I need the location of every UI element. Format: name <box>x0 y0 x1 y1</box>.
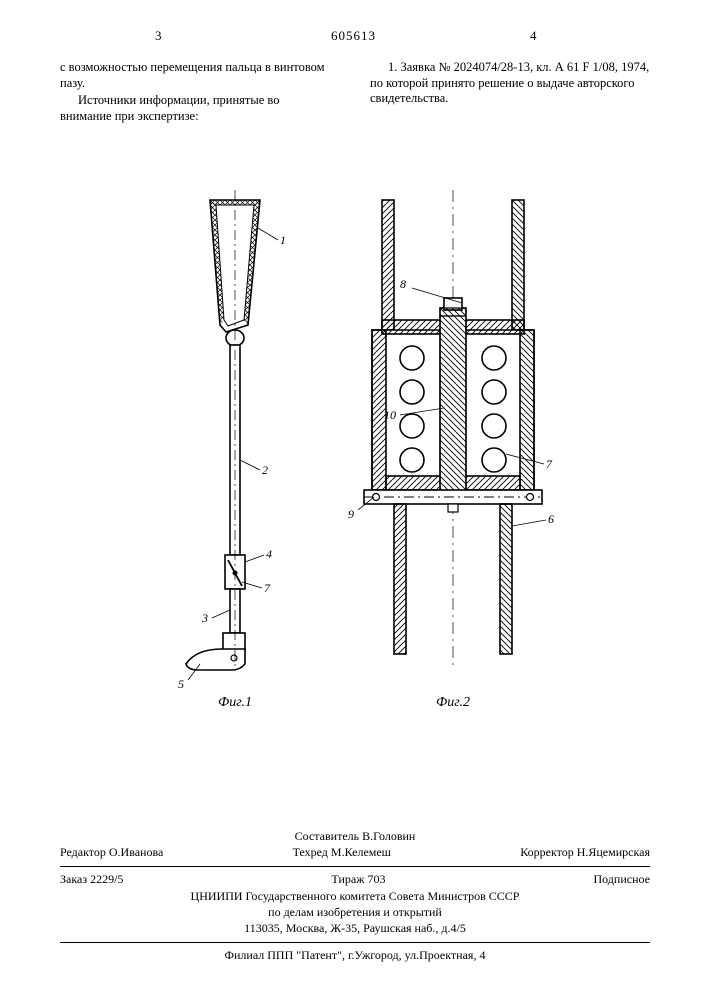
compiler-line: Составитель В.Головин <box>60 828 650 844</box>
filial: Филиал ППП "Патент", г.Ужгород, ул.Проек… <box>60 947 650 963</box>
col-num-right: 4 <box>530 28 537 44</box>
org2: по делам изобретения и открытий <box>60 904 650 920</box>
tech: Техред М.Келемеш <box>293 844 391 860</box>
para: 1. Заявка № 2024074/28-13, кл. А 61 F 1/… <box>370 60 660 107</box>
imprint-block: Составитель В.Головин Редактор О.Иванова… <box>60 828 650 963</box>
left-column: с возможностью перемещения пальца в винт… <box>60 60 330 125</box>
svg-text:Фиг.2: Фиг.2 <box>436 695 470 710</box>
svg-text:9: 9 <box>348 507 354 521</box>
tirazh: Тираж 703 <box>331 871 385 887</box>
compiler-name: В.Головин <box>362 829 415 843</box>
svg-text:6: 6 <box>548 512 554 526</box>
corrector: Корректор Н.Яцемирская <box>520 844 650 860</box>
svg-text:2: 2 <box>262 463 268 477</box>
figures-block: 1 2 4 7 3 5 Фиг.1 <box>140 190 580 750</box>
svg-text:3: 3 <box>201 611 208 625</box>
page: 3 605613 4 с возможностью перемещения па… <box>0 0 707 1000</box>
subscription: Подписное <box>593 871 650 887</box>
order: Заказ 2229/5 <box>60 871 123 887</box>
rule <box>60 942 650 943</box>
addr1: 113035, Москва, Ж-35, Раушская наб., д.4… <box>60 920 650 936</box>
svg-text:8: 8 <box>400 277 406 291</box>
svg-text:10: 10 <box>384 408 396 422</box>
figures-svg: 1 2 4 7 3 5 Фиг.1 <box>140 190 580 750</box>
rule <box>60 866 650 867</box>
org1: ЦНИИПИ Государственного комитета Совета … <box>60 888 650 904</box>
svg-text:7: 7 <box>546 457 553 471</box>
svg-text:1: 1 <box>280 233 286 247</box>
staff-row: Редактор О.Иванова Техред М.Келемеш Корр… <box>60 844 650 860</box>
para: с возможностью перемещения пальца в винт… <box>60 60 330 91</box>
para: Источники информации, принятые во вниман… <box>60 93 330 124</box>
svg-text:4: 4 <box>266 547 272 561</box>
svg-text:5: 5 <box>178 677 184 691</box>
figure-1: 1 2 4 7 3 5 Фиг.1 <box>178 190 286 710</box>
order-row: Заказ 2229/5 Тираж 703 Подписное <box>60 871 650 887</box>
document-number: 605613 <box>0 28 707 44</box>
compiler-label: Составитель <box>295 829 359 843</box>
editor: Редактор О.Иванова <box>60 844 163 860</box>
right-column: 1. Заявка № 2024074/28-13, кл. А 61 F 1/… <box>370 60 660 107</box>
figure-2: 8 10 7 9 6 Фиг.2 <box>348 190 554 710</box>
svg-text:7: 7 <box>264 581 271 595</box>
svg-text:Фиг.1: Фиг.1 <box>218 695 252 710</box>
